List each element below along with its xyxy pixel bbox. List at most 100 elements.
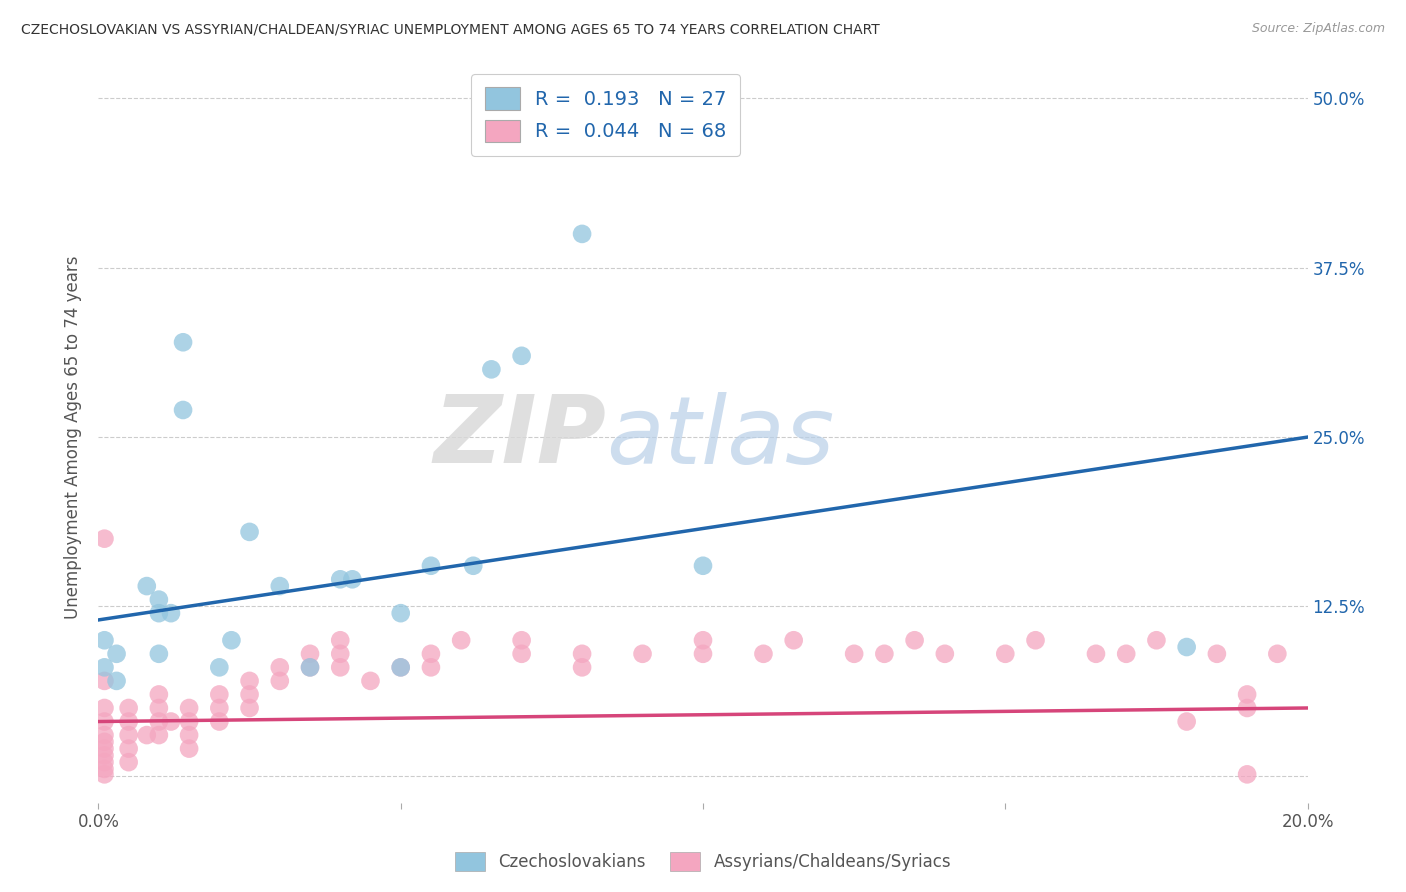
Point xyxy=(148,606,170,620)
Point xyxy=(299,660,322,674)
Point xyxy=(389,660,412,674)
Point xyxy=(571,660,593,674)
Point xyxy=(299,647,322,661)
Point xyxy=(93,701,115,715)
Point xyxy=(752,647,775,661)
Point xyxy=(118,728,141,742)
Legend: R =  0.193   N = 27, R =  0.044   N = 68: R = 0.193 N = 27, R = 0.044 N = 68 xyxy=(471,74,740,155)
Point xyxy=(269,673,291,688)
Point xyxy=(1175,714,1198,729)
Point xyxy=(692,633,714,648)
Point xyxy=(135,728,157,742)
Point xyxy=(450,633,472,648)
Point xyxy=(160,606,183,620)
Point xyxy=(93,714,115,729)
Point xyxy=(148,728,170,742)
Point xyxy=(105,647,128,661)
Point xyxy=(93,673,115,688)
Point xyxy=(481,362,503,376)
Point xyxy=(148,688,170,702)
Point xyxy=(93,762,115,776)
Y-axis label: Unemployment Among Ages 65 to 74 years: Unemployment Among Ages 65 to 74 years xyxy=(63,255,82,619)
Point xyxy=(510,647,533,661)
Point xyxy=(208,714,231,729)
Point xyxy=(93,741,115,756)
Point xyxy=(1085,647,1108,661)
Point xyxy=(179,741,201,756)
Point xyxy=(692,647,714,661)
Point xyxy=(1206,647,1229,661)
Point xyxy=(1175,640,1198,654)
Point xyxy=(148,647,170,661)
Point xyxy=(329,647,352,661)
Point xyxy=(873,647,896,661)
Point xyxy=(783,633,806,648)
Point xyxy=(844,647,866,661)
Point xyxy=(93,532,115,546)
Point xyxy=(269,579,291,593)
Point xyxy=(1236,688,1258,702)
Point xyxy=(510,633,533,648)
Text: CZECHOSLOVAKIAN VS ASSYRIAN/CHALDEAN/SYRIAC UNEMPLOYMENT AMONG AGES 65 TO 74 YEA: CZECHOSLOVAKIAN VS ASSYRIAN/CHALDEAN/SYR… xyxy=(21,22,880,37)
Point xyxy=(420,647,443,661)
Point xyxy=(148,701,170,715)
Point xyxy=(239,524,262,539)
Point xyxy=(1267,647,1289,661)
Point xyxy=(208,701,231,715)
Point xyxy=(994,647,1017,661)
Point xyxy=(299,660,322,674)
Point xyxy=(1236,767,1258,781)
Point xyxy=(510,349,533,363)
Point xyxy=(179,728,201,742)
Point xyxy=(420,660,443,674)
Point xyxy=(208,660,231,674)
Point xyxy=(934,647,956,661)
Point xyxy=(221,633,243,648)
Point xyxy=(463,558,485,573)
Point xyxy=(239,688,262,702)
Text: ZIP: ZIP xyxy=(433,391,606,483)
Point xyxy=(179,714,201,729)
Legend: Czechoslovakians, Assyrians/Chaldeans/Syriacs: Czechoslovakians, Assyrians/Chaldeans/Sy… xyxy=(446,843,960,880)
Point xyxy=(93,735,115,749)
Point xyxy=(118,701,141,715)
Point xyxy=(93,633,115,648)
Text: Source: ZipAtlas.com: Source: ZipAtlas.com xyxy=(1251,22,1385,36)
Point xyxy=(118,714,141,729)
Point xyxy=(118,755,141,769)
Point xyxy=(239,673,262,688)
Point xyxy=(389,606,412,620)
Point xyxy=(329,572,352,586)
Point xyxy=(239,701,262,715)
Point xyxy=(148,592,170,607)
Point xyxy=(148,714,170,729)
Point xyxy=(208,688,231,702)
Point xyxy=(1024,633,1046,648)
Point xyxy=(329,660,352,674)
Point xyxy=(105,673,128,688)
Point xyxy=(1144,633,1167,648)
Point xyxy=(135,579,157,593)
Point xyxy=(179,701,201,715)
Point xyxy=(1115,647,1137,661)
Point xyxy=(342,572,364,586)
Point xyxy=(172,403,194,417)
Point xyxy=(571,227,593,241)
Text: atlas: atlas xyxy=(606,392,835,483)
Point xyxy=(571,647,593,661)
Point xyxy=(93,748,115,763)
Point xyxy=(93,728,115,742)
Point xyxy=(389,660,412,674)
Point xyxy=(93,755,115,769)
Point xyxy=(160,714,183,729)
Point xyxy=(904,633,927,648)
Point xyxy=(420,558,443,573)
Point xyxy=(329,633,352,648)
Point xyxy=(93,660,115,674)
Point xyxy=(269,660,291,674)
Point xyxy=(172,335,194,350)
Point xyxy=(118,741,141,756)
Point xyxy=(631,647,654,661)
Point xyxy=(93,767,115,781)
Point xyxy=(692,558,714,573)
